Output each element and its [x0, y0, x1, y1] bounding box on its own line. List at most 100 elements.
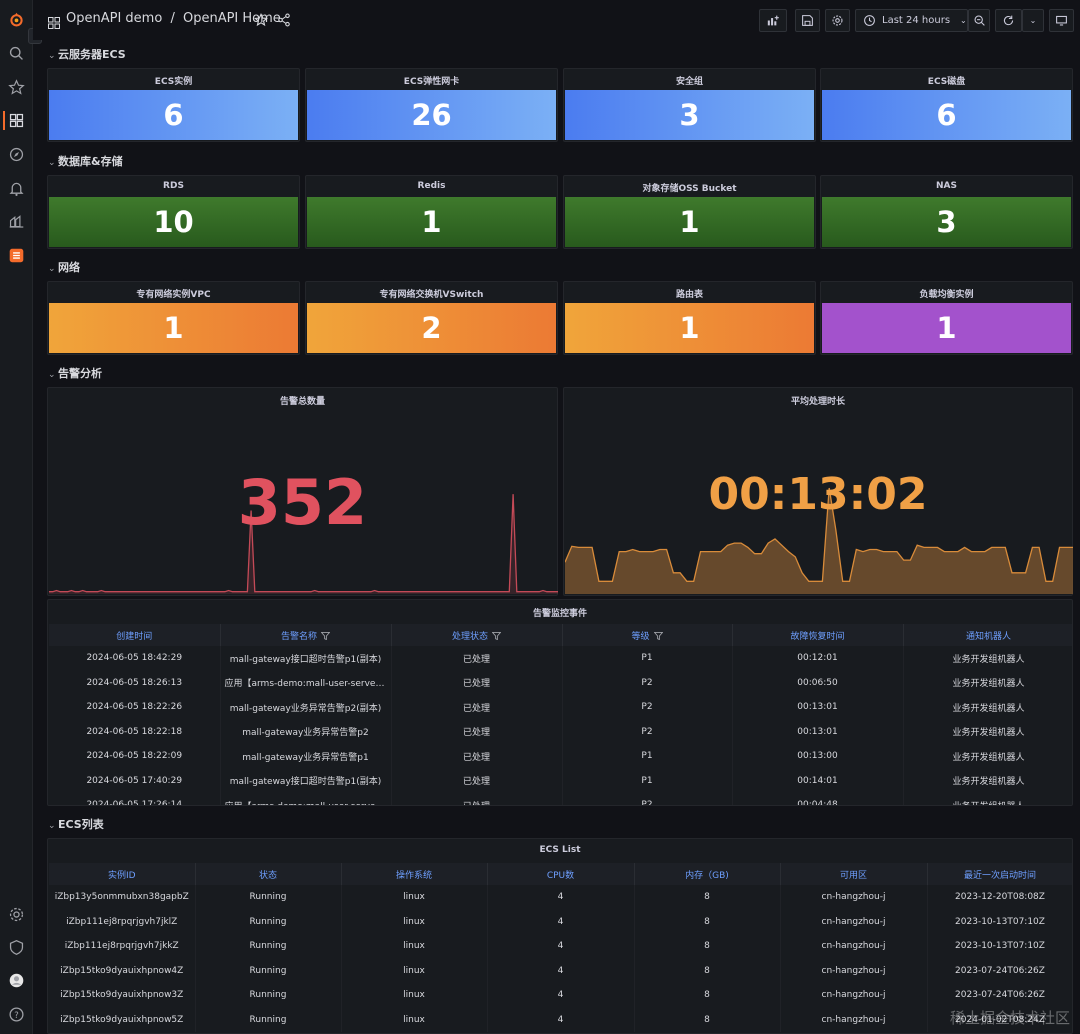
table-row[interactable]: iZbp15tko9dyauixhpnow4Z Running linux 4 8 cn-…	[49, 958, 1072, 983]
plugin-app-icon[interactable]	[8, 247, 25, 264]
add-panel-button[interactable]	[759, 9, 787, 32]
table-cell: 4	[487, 934, 635, 959]
table-cell: 00:13:01	[732, 719, 904, 744]
table-cell: linux	[341, 958, 488, 983]
stat-panel[interactable]: 对象存储OSS Bucket 1	[563, 175, 816, 249]
row-ecs-list[interactable]: ⌄ ECS列表	[48, 816, 104, 832]
alert-total-panel[interactable]: 告警总数量 352	[47, 387, 558, 596]
chevron-down-icon: ⌄	[960, 16, 967, 25]
tv-mode-button[interactable]	[1049, 9, 1074, 32]
stat-panel-title: 对象存储OSS Bucket	[642, 184, 737, 194]
table-row[interactable]: 2024-06-05 18:42:29 mall-gateway接口超时告警p1(…	[49, 646, 1072, 671]
shield-icon[interactable]	[8, 939, 25, 956]
apps-icon[interactable]	[8, 213, 25, 230]
grafana-logo-icon[interactable]	[8, 11, 25, 28]
table-cell: iZbp13y5onmmubxn38gapbZ	[49, 885, 196, 910]
row-alert-analysis[interactable]: ⌄ 告警分析	[48, 365, 102, 381]
table-row[interactable]: iZbp15tko9dyauixhpnow3Z Running linux 4 8 cn-…	[49, 983, 1072, 1008]
explore-icon[interactable]	[8, 146, 25, 163]
dashboards-icon[interactable]	[8, 112, 25, 129]
alerting-bell-icon[interactable]	[8, 180, 25, 197]
column-header[interactable]: 最近一次启动时间	[927, 863, 1072, 885]
column-header[interactable]: 通知机器人	[903, 624, 1072, 646]
stat-panel-title: 路由表	[675, 290, 703, 300]
filter-icon[interactable]	[653, 632, 663, 640]
table-row[interactable]: 2024-06-05 18:22:09 mall-gateway业务异常告警p1 已…	[49, 744, 1072, 769]
dashboard-settings-button[interactable]	[825, 9, 850, 32]
column-header[interactable]: 创建时间	[49, 624, 221, 646]
stat-panel[interactable]: 安全组 3	[563, 68, 816, 142]
help-icon[interactable]: ?	[8, 1006, 25, 1023]
row-network[interactable]: ⌄ 网络	[48, 259, 80, 275]
sidebar: ?	[0, 0, 33, 1034]
stat-panel[interactable]: 专有网络交换机VSwitch 2	[305, 281, 558, 355]
save-dashboard-button[interactable]	[795, 9, 820, 32]
time-range-picker[interactable]: Last 24 hours ⌄	[855, 9, 968, 32]
table-row[interactable]: iZbp111ej8rpqrjgvh7jklZ Running linux 4 8 cn-…	[49, 909, 1072, 934]
column-header-label: 创建时间	[116, 631, 153, 642]
zoom-out-button[interactable]	[968, 9, 990, 32]
table-cell: iZbp15tko9dyauixhpnow4Z	[49, 958, 196, 983]
ecs-list-panel[interactable]: ECS List 实例ID 状态 操作系统 CPU数 内存（GB) 可用区 最近一次启动时间…	[47, 838, 1073, 1034]
stat-value: 6	[936, 98, 957, 132]
column-header[interactable]: 内存（GB)	[634, 863, 781, 885]
table-row[interactable]: 2024-06-05 18:26:13 应用【arms-demo:mall-use…	[49, 670, 1072, 695]
column-header[interactable]: 状态	[195, 863, 342, 885]
stat-panel[interactable]: 专有网络实例VPC 1	[47, 281, 300, 355]
breadcrumb-folder[interactable]: OpenAPI demo	[66, 11, 163, 26]
table-row[interactable]: 2024-06-05 18:22:26 mall-gateway业务异常告警p2(…	[49, 695, 1072, 720]
stat-panel[interactable]: Redis 1	[305, 175, 558, 249]
refresh-interval-picker[interactable]: ⌄	[1022, 9, 1044, 32]
stat-value-box: 1	[822, 303, 1071, 353]
stat-panel[interactable]: 路由表 1	[563, 281, 816, 355]
search-icon[interactable]	[8, 45, 25, 62]
table-row[interactable]: iZbp15tko9dyauixhpnow5Z Running linux 4 8 cn-…	[49, 1007, 1072, 1032]
filter-icon[interactable]	[492, 632, 501, 640]
column-header-label: 可用区	[839, 870, 867, 881]
refresh-button[interactable]	[995, 9, 1022, 32]
starred-icon[interactable]	[8, 79, 25, 96]
table-cell: 业务开发组机器人	[903, 793, 1072, 805]
filter-icon[interactable]	[321, 632, 330, 640]
column-header[interactable]: 处理状态	[391, 624, 563, 646]
column-header[interactable]: CPU数	[487, 863, 635, 885]
row-db-storage[interactable]: ⌄ 数据库&存储	[48, 153, 123, 169]
column-header-label: CPU数	[546, 870, 575, 881]
table-row[interactable]: iZbp13y5onmmubxn38gapbZ Running linux 4 8 cn-…	[49, 885, 1072, 910]
column-header[interactable]: 实例ID	[49, 863, 196, 885]
stat-panel[interactable]: ECS实例 6	[47, 68, 300, 142]
user-avatar-icon[interactable]	[8, 972, 25, 989]
alert-avg-panel[interactable]: 平均处理时长 00:13:02	[563, 387, 1073, 596]
row-ecs[interactable]: ⌄ 云服务器ECS	[48, 46, 126, 62]
table-row[interactable]: 2024-06-05 18:22:18 mall-gateway业务异常告警p2 已…	[49, 719, 1072, 744]
stat-panel[interactable]: NAS 3	[820, 175, 1073, 249]
column-header-label: 状态	[258, 870, 277, 881]
stat-value: 1	[163, 311, 184, 345]
stat-value: 1	[679, 311, 700, 345]
table-cell: 2023-10-13T07:10Z	[927, 909, 1072, 934]
share-icon[interactable]	[277, 12, 291, 27]
stat-panel[interactable]: RDS 10	[47, 175, 300, 249]
table-row[interactable]: 2024-06-05 17:26:14应用【arms-demo:mall-use…	[49, 793, 1072, 805]
table-cell: 2024-06-05 18:42:29	[49, 646, 221, 671]
watermark: 稀土掘金技术社区	[949, 1009, 1070, 1027]
column-header[interactable]: 等级	[562, 624, 733, 646]
breadcrumb-dashboard[interactable]: OpenAPI Home	[182, 11, 281, 26]
table-row[interactable]: 2024-06-05 17:40:29 mall-gateway接口超时告警p1(…	[49, 768, 1072, 793]
alert-events-panel[interactable]: 告警监控事件 创建时间 告警名称 处理状态 等级 故障恢复时间 通知机器人 2024-06-…	[47, 599, 1073, 806]
table-row[interactable]: iZbp111ej8rpqrjgvh7jkkZ Running linux 4 8 cn-…	[49, 934, 1072, 959]
mark-favorite-star-icon[interactable]	[254, 12, 268, 27]
stat-panel[interactable]: ECS磁盘 6	[820, 68, 1073, 142]
column-header[interactable]: 操作系统	[341, 863, 488, 885]
stat-value: 6	[163, 98, 184, 132]
stat-panel[interactable]: 负载均衡实例 1	[820, 281, 1073, 355]
column-header[interactable]: 故障恢复时间	[732, 624, 904, 646]
table-cell: 8	[634, 983, 781, 1008]
column-header[interactable]: 可用区	[780, 863, 928, 885]
column-header[interactable]: 告警名称	[220, 624, 392, 646]
settings-gear-icon[interactable]	[8, 906, 25, 923]
monitor-icon	[1056, 15, 1067, 26]
stat-panel[interactable]: ECS弹性网卡 26	[305, 68, 558, 142]
row-collapse-chevron-icon: ⌄	[48, 158, 56, 168]
table-cell: Running	[195, 958, 342, 983]
